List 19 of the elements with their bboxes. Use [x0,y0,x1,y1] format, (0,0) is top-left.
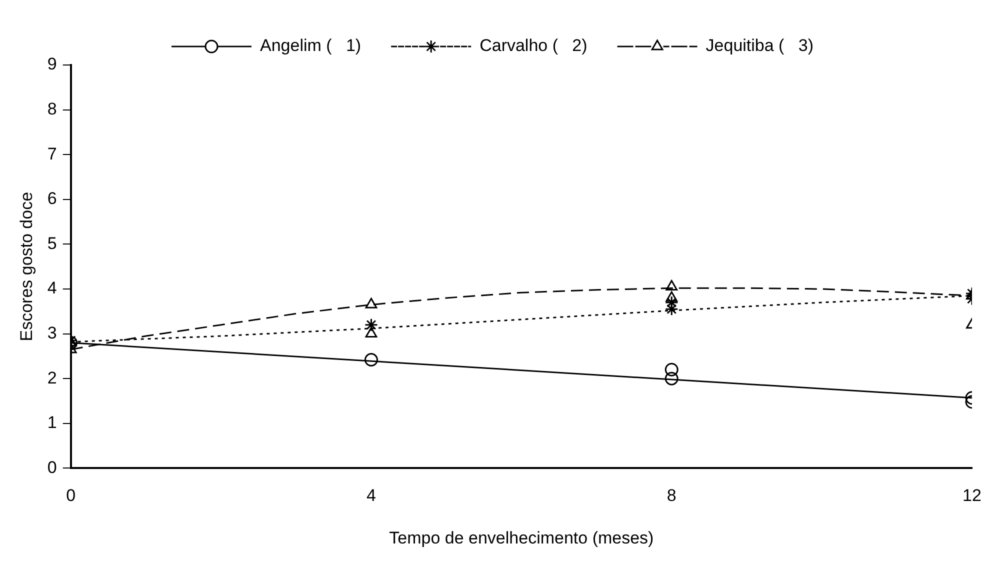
x-tick-label: 12 [962,486,982,506]
y-tick-label: 9 [47,54,57,74]
y-tick-label: 7 [47,144,57,164]
y-axis-title: Escores gosto doce [16,192,36,342]
x-tick-label: 0 [66,486,76,506]
y-tick-label: 6 [47,189,57,208]
y-tick-label: 2 [47,368,57,388]
y-tick-label: 1 [47,413,57,432]
y-tick-label: 5 [47,234,57,253]
y-tick-label: 8 [47,99,57,118]
legend-label: Angelim ( 1) [260,36,362,56]
x-tick-label: 8 [666,486,676,506]
x-axis-title: Tempo de envelhecimento (meses) [389,528,654,548]
legend-label: Carvalho ( 2) [480,36,588,56]
y-tick-label: 4 [47,278,57,298]
x-tick-label: 4 [366,486,376,506]
y-tick-label: 0 [47,458,57,477]
legend-label: Jequitiba ( 3) [706,36,814,56]
y-tick-label: 3 [47,323,57,342]
